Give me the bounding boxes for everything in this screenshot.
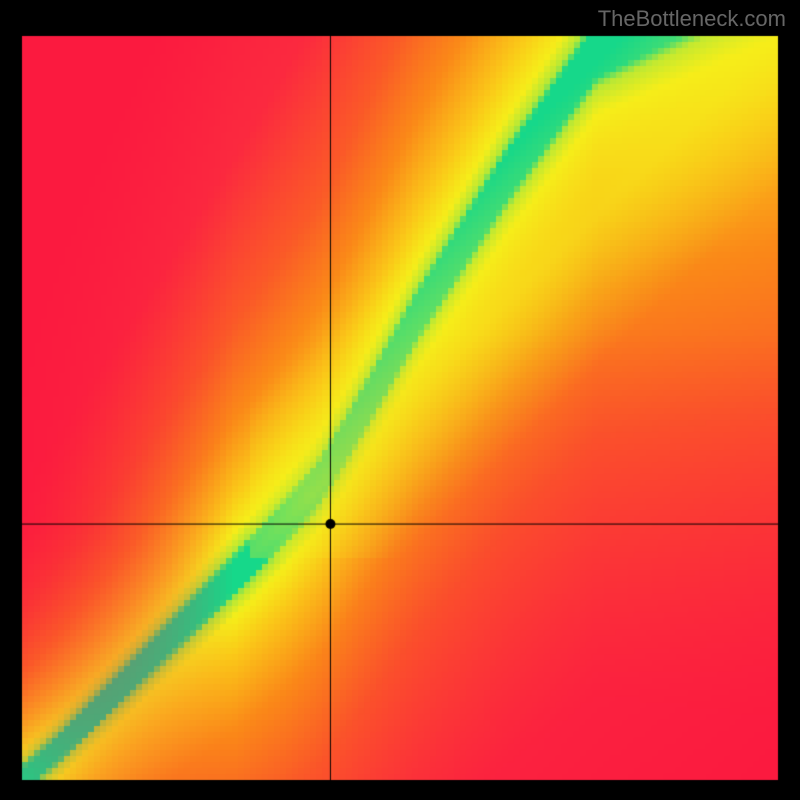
chart-container: TheBottleneck.com (0, 0, 800, 800)
watermark-text: TheBottleneck.com (598, 6, 786, 32)
bottleneck-heatmap (0, 0, 800, 800)
